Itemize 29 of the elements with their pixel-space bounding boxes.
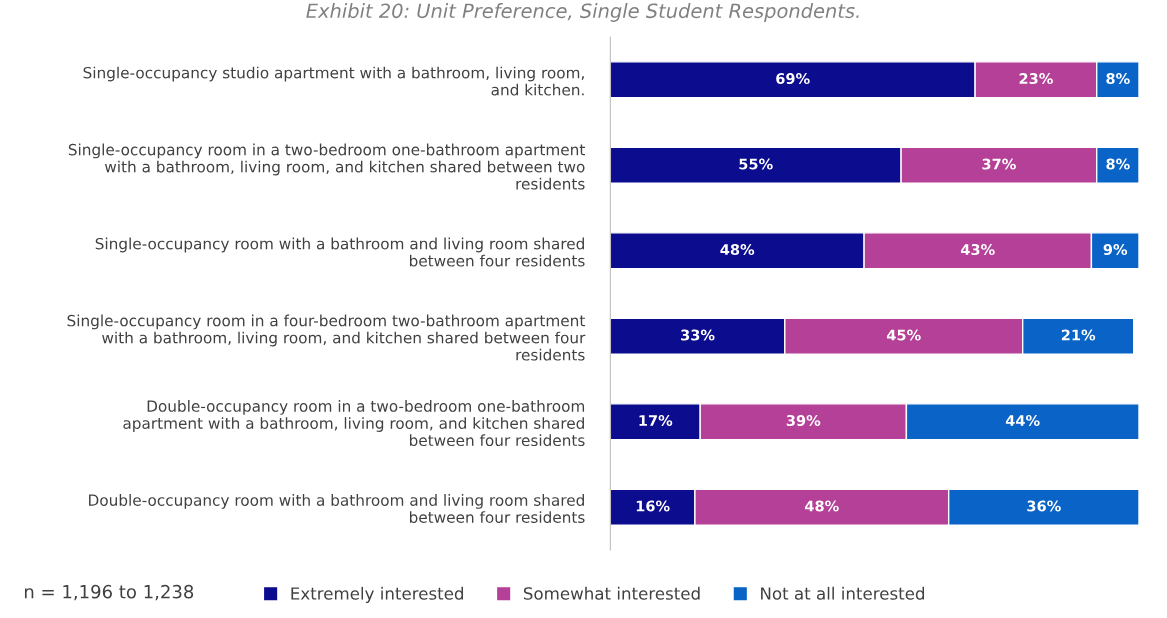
y-tick-label: Double-occupancy room with a bathroom and living room shared between four residents [89, 494, 585, 524]
data-label: 48% [805, 500, 839, 512]
data-label: 23% [1019, 73, 1053, 85]
data-label: 33% [681, 329, 715, 341]
data-label: 8% [1106, 73, 1130, 85]
legend-label: Not at all interested [761, 586, 925, 600]
text: n = 1,196 to 1,238 [24, 584, 194, 601]
data-label: 17% [639, 414, 673, 427]
y-tick-label: Single-occupancy room in a two-bedroom one-bathroom apartment with a bathroom, living room, and kitchen shared between two residents [68, 143, 585, 190]
legend-label: Extremely interested [291, 586, 463, 603]
y-tick-label: Single-occupancy room in a four-bedroom two-bathroom apartment with a bathroom, living room, and kitchen shared between four residents [67, 314, 586, 361]
data-label: 21% [1061, 329, 1096, 341]
data-label: 9% [1103, 244, 1128, 256]
y-tick-label: Double-occupancy room in a two-bedroom one-bathroom apartment with a bathroom, living room, and kitchen shared between four residents [123, 400, 585, 447]
data-label: 8% [1106, 158, 1130, 170]
data-label: 36% [1027, 500, 1061, 512]
data-label: 44% [1005, 414, 1040, 427]
data-label: 16% [636, 500, 670, 512]
data-label: 43% [960, 244, 995, 256]
data-label: 45% [886, 329, 921, 341]
chart-title: Exhibit 20: Unit Preference, Single Student Respondents. [306, 3, 859, 22]
y-tick-label: Single-occupancy room with a bathroom and living room shared between four residents [95, 237, 585, 267]
y-tick-label: Single-occupancy studio apartment with a bathroom, living room, and kitchen. [83, 66, 584, 96]
data-label: 48% [720, 244, 755, 256]
data-label: 55% [739, 158, 773, 170]
legend-label: Somewhat interested [523, 586, 700, 600]
data-label: 69% [776, 73, 810, 85]
data-label: 37% [982, 158, 1016, 170]
data-label: 39% [786, 414, 821, 427]
